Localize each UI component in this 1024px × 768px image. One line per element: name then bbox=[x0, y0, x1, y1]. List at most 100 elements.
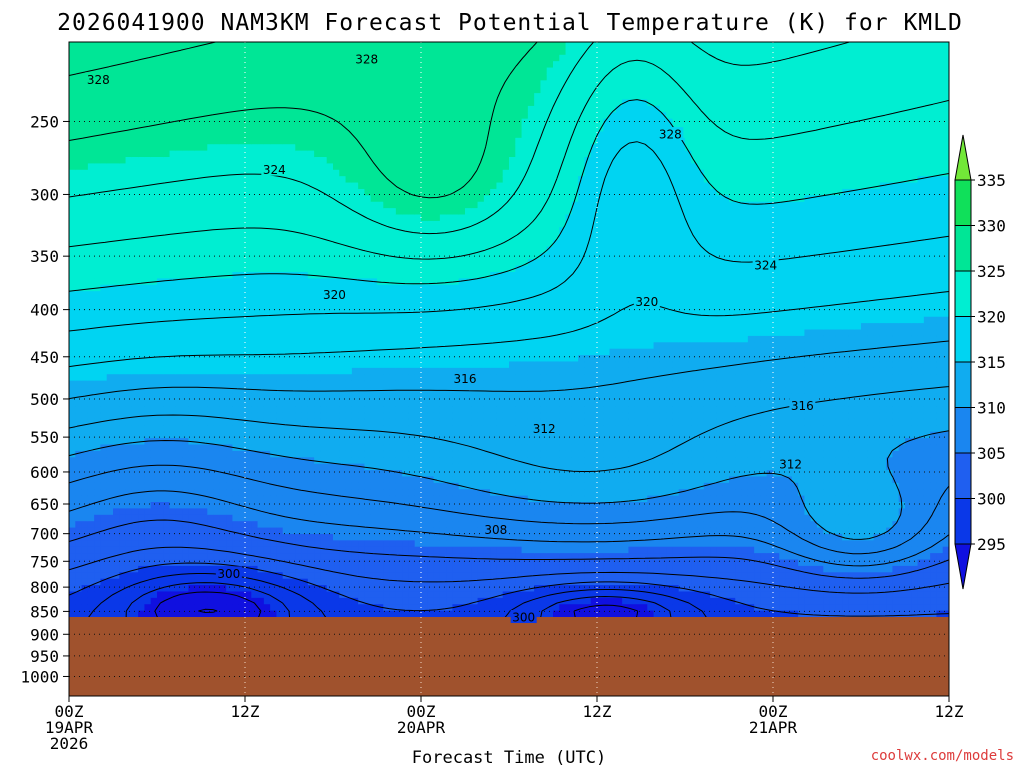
band-cell bbox=[307, 201, 315, 209]
band-cell bbox=[232, 42, 240, 49]
band-cell bbox=[257, 137, 265, 145]
band-cell bbox=[157, 163, 164, 171]
band-cell bbox=[106, 489, 114, 497]
band-cell bbox=[150, 495, 158, 503]
band-cell bbox=[182, 131, 190, 139]
band-cell bbox=[75, 457, 83, 465]
band-cell bbox=[144, 367, 152, 375]
band-cell bbox=[113, 137, 120, 145]
band-cell bbox=[119, 610, 127, 618]
band-cell bbox=[377, 252, 384, 260]
band-cell bbox=[245, 208, 252, 216]
band-cell bbox=[94, 540, 102, 548]
band-cell bbox=[245, 335, 252, 343]
band-cell bbox=[320, 335, 328, 343]
band-cell bbox=[289, 131, 296, 139]
band-cell bbox=[207, 131, 215, 139]
band-cell bbox=[377, 527, 384, 535]
band-cell bbox=[106, 310, 114, 318]
band-cell bbox=[131, 182, 139, 190]
band-cell bbox=[188, 80, 196, 88]
band-cell bbox=[245, 393, 252, 401]
band-cell bbox=[207, 99, 215, 107]
band-cell bbox=[263, 240, 271, 248]
band-cell bbox=[150, 42, 158, 49]
band-cell bbox=[295, 553, 303, 561]
band-cell bbox=[345, 367, 353, 375]
band-cell bbox=[251, 86, 259, 94]
band-cell bbox=[226, 93, 234, 101]
band-cell bbox=[383, 527, 391, 535]
band-cell bbox=[106, 169, 114, 177]
band-cell bbox=[282, 521, 290, 529]
band-cell bbox=[345, 533, 353, 541]
band-cell bbox=[395, 565, 403, 573]
band-cell bbox=[370, 42, 378, 49]
band-cell bbox=[100, 463, 108, 471]
band-cell bbox=[358, 252, 366, 260]
band-cell bbox=[339, 540, 347, 548]
band-cell bbox=[125, 533, 133, 541]
band-cell bbox=[232, 406, 240, 414]
band-cell bbox=[119, 112, 127, 120]
band-cell bbox=[339, 335, 347, 343]
band-cell bbox=[188, 527, 196, 535]
band-cell bbox=[364, 316, 372, 324]
band-cell bbox=[257, 265, 265, 273]
band-cell bbox=[81, 604, 89, 612]
band-cell bbox=[263, 355, 271, 363]
band-cell bbox=[69, 42, 76, 49]
band-cell bbox=[289, 284, 296, 292]
band-cell bbox=[408, 272, 416, 279]
band-cell bbox=[125, 457, 133, 465]
band-cell bbox=[257, 412, 265, 420]
band-cell bbox=[251, 227, 259, 235]
band-cell bbox=[389, 610, 397, 618]
band-cell bbox=[295, 61, 303, 69]
band-cell bbox=[282, 112, 290, 120]
band-cell bbox=[326, 303, 334, 311]
band-cell bbox=[163, 489, 171, 497]
band-cell bbox=[138, 150, 146, 158]
band-cell bbox=[295, 246, 303, 254]
band-cell bbox=[408, 125, 416, 133]
band-cell bbox=[276, 463, 284, 471]
band-cell bbox=[326, 137, 334, 145]
band-cell bbox=[257, 450, 265, 458]
band-cell bbox=[358, 86, 366, 94]
band-cell bbox=[339, 125, 347, 133]
band-cell bbox=[402, 335, 410, 343]
band-cell bbox=[339, 272, 347, 279]
band-cell bbox=[188, 169, 196, 177]
band-cell bbox=[301, 188, 309, 196]
band-cell bbox=[395, 118, 403, 126]
band-cell bbox=[131, 450, 139, 458]
band-cell bbox=[100, 195, 108, 203]
band-cell bbox=[301, 163, 309, 171]
band-cell bbox=[194, 572, 202, 580]
band-cell bbox=[289, 463, 296, 471]
band-cell bbox=[188, 540, 196, 548]
band-cell bbox=[395, 272, 403, 279]
band-cell bbox=[175, 431, 183, 439]
band-cell bbox=[383, 188, 391, 196]
band-cell bbox=[157, 131, 164, 139]
band-cell bbox=[182, 105, 190, 113]
band-cell bbox=[219, 208, 227, 216]
band-cell bbox=[131, 495, 139, 503]
band-cell bbox=[138, 463, 146, 471]
band-cell bbox=[251, 176, 259, 184]
band-cell bbox=[383, 214, 391, 222]
band-cell bbox=[301, 99, 309, 107]
band-cell bbox=[81, 195, 89, 203]
band-cell bbox=[307, 176, 315, 184]
band-cell bbox=[282, 489, 290, 497]
band-cell bbox=[163, 240, 171, 248]
band-cell bbox=[301, 406, 309, 414]
band-cell bbox=[389, 99, 397, 107]
band-cell bbox=[257, 291, 265, 299]
band-cell bbox=[113, 463, 120, 471]
band-cell bbox=[182, 323, 190, 331]
band-cell bbox=[307, 42, 315, 49]
band-cell bbox=[282, 463, 290, 471]
